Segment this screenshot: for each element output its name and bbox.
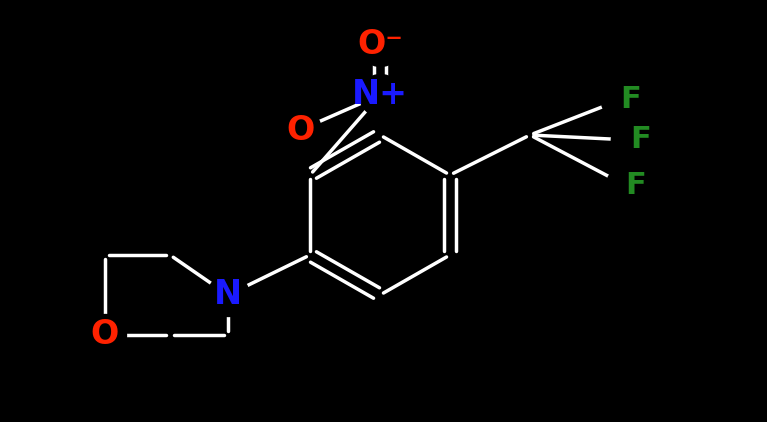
Text: F: F [625, 170, 646, 200]
Text: F: F [620, 86, 640, 114]
Text: F: F [630, 125, 650, 154]
Text: O: O [286, 114, 314, 146]
Text: N+: N+ [352, 78, 408, 111]
Text: O: O [91, 319, 119, 352]
Text: O⁻: O⁻ [357, 29, 403, 62]
Text: N: N [214, 279, 242, 311]
